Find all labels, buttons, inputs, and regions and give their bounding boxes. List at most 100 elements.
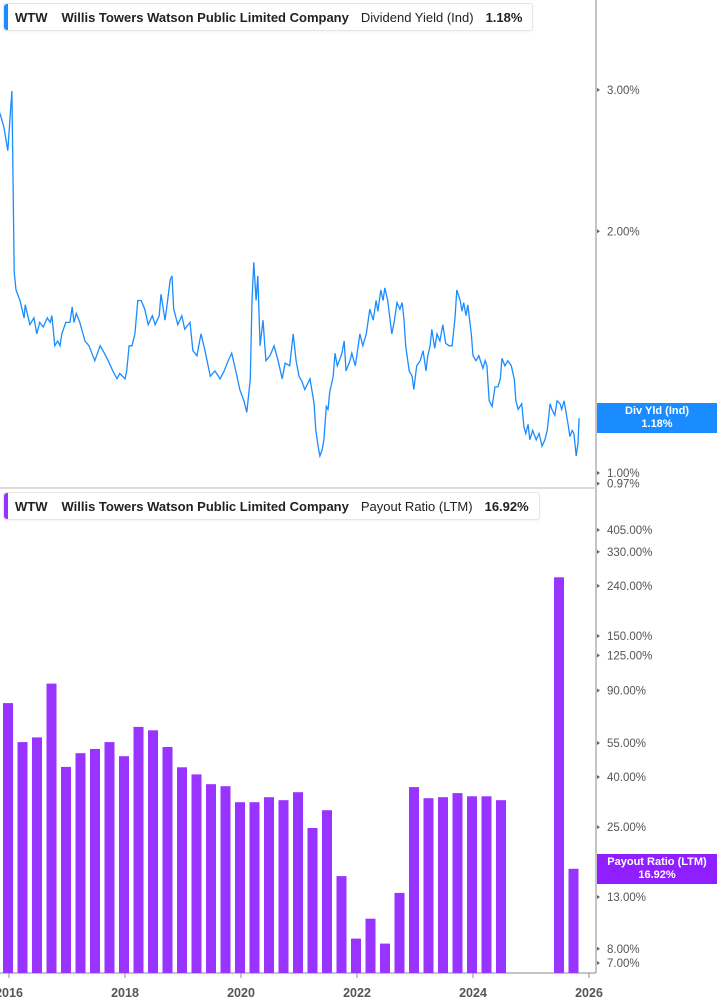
payout-axis-tick-label: 125.00% (607, 650, 652, 662)
tag-value: 1.18% (641, 418, 673, 430)
metric-name: Payout Ratio (LTM) (360, 498, 473, 514)
payout-bar (104, 742, 115, 973)
yield-last-value-tag: Div Yld (Ind) 1.18% (597, 403, 717, 433)
payout-bar (365, 918, 376, 973)
payout-axis-tick-label: 405.00% (607, 525, 652, 537)
payout-bar (177, 767, 187, 973)
payout-axis-tick-mark (597, 894, 600, 899)
x-tick-label: 2018 (111, 986, 139, 1000)
yield-axis-tick-mark (597, 87, 600, 92)
payout-axis-tick-label: 8.00% (607, 944, 640, 956)
yield-axis-tick-label: 3.00% (607, 85, 640, 97)
metric-name: Dividend Yield (Ind) (360, 9, 474, 25)
x-tick-label: 2024 (459, 986, 487, 1000)
series-color-marker (4, 4, 8, 30)
tag-value: 16.92% (638, 869, 676, 881)
payout-axis-tick-label: 150.00% (607, 631, 652, 643)
payout-bar (75, 753, 86, 973)
payout-bar (481, 796, 492, 973)
payout-last-value-tag: Payout Ratio (LTM) 16.92% (597, 854, 717, 884)
payout-bar (452, 793, 463, 973)
payout-axis-tick-mark (597, 775, 600, 780)
payout-bar (423, 798, 434, 973)
tag-series-name: Div Yld (Ind) (625, 405, 689, 417)
yield-axis-tick-label: 0.97% (607, 479, 640, 491)
payout-axis-tick-mark (597, 528, 600, 532)
payout-axis-tick-label: 25.00% (607, 822, 646, 834)
payout-bar (90, 749, 100, 973)
metric-value: 1.18% (485, 9, 523, 25)
company-name: Willis Towers Watson Public Limited Comp… (61, 498, 349, 514)
ticker: WTW (15, 498, 48, 514)
payout-bar (148, 730, 158, 973)
series-color-marker (4, 493, 8, 519)
payout-axis-tick-mark (597, 688, 600, 693)
payout-bar (554, 577, 564, 973)
payout-bar (32, 737, 42, 973)
payout-bar (467, 796, 477, 973)
payout-axis-tick-label: 330.00% (607, 547, 652, 559)
payout-bar (380, 943, 390, 973)
payout-bar (307, 828, 318, 973)
payout-axis-ticks: 405.00% 330.00% 240.00% 150.00% 125.00% 90.00… (597, 525, 652, 970)
dividend-yield-line (0, 90, 580, 459)
payout-axis-tick-mark (597, 825, 600, 830)
payout-bar (438, 797, 448, 973)
payout-bar (191, 774, 202, 973)
metric-value: 16.92% (484, 498, 529, 514)
ticker: WTW (15, 9, 48, 25)
payout-bar (496, 800, 506, 973)
payout-bar (61, 766, 71, 973)
x-tick-label: 2020 (227, 986, 255, 1000)
payout-axis-tick-mark (597, 633, 600, 638)
payout-bar (336, 876, 347, 973)
payout-bar (249, 802, 260, 973)
yield-axis-tick-mark (597, 471, 600, 475)
yield-axis-tick-label: 2.00% (607, 226, 640, 238)
payout-bar (278, 800, 289, 973)
company-name: Willis Towers Watson Public Limited Comp… (61, 9, 349, 25)
tag-series-name: Payout Ratio (LTM) (607, 856, 707, 868)
payout-bar (293, 792, 303, 973)
payout-bar (235, 802, 245, 973)
yield-axis-tick-mark (597, 481, 600, 486)
x-axis-ticks: 2016 2018 2020 2022 2024 2026 (0, 973, 603, 1000)
payout-bar (46, 683, 57, 973)
payout-axis-tick-mark (597, 741, 600, 746)
payout-axis-tick-mark (597, 946, 600, 951)
yield-axis-tick-label: 1.00% (607, 468, 640, 480)
x-tick-label: 2022 (343, 986, 371, 1000)
payout-bar (133, 726, 144, 973)
x-tick-label: 2016 (0, 986, 23, 1000)
top-legend: WTW Willis Towers Watson Public Limited … (3, 3, 534, 31)
bottom-legend: WTW Willis Towers Watson Public Limited … (3, 492, 540, 520)
payout-bar (206, 784, 216, 973)
payout-axis-tick-mark (597, 961, 600, 966)
payout-bar (264, 797, 274, 973)
payout-bar (119, 756, 129, 973)
x-tick-label: 2026 (575, 986, 603, 1000)
payout-bar (322, 810, 332, 973)
payout-axis-tick-label: 90.00% (607, 685, 646, 697)
payout-bar (351, 938, 361, 973)
payout-bar (409, 787, 419, 973)
payout-bar (17, 742, 28, 973)
payout-axis-tick-label: 13.00% (607, 892, 646, 904)
yield-axis-tick-mark (597, 229, 600, 234)
payout-bars (3, 577, 579, 973)
payout-axis-tick-label: 40.00% (607, 772, 646, 784)
yield-axis-ticks: 3.00% 2.00% 1.00%0.97% (597, 85, 640, 491)
payout-axis-tick-label: 240.00% (607, 581, 652, 593)
payout-axis-tick-label: 55.00% (607, 738, 646, 750)
payout-axis-tick-mark (597, 583, 600, 588)
payout-bar (568, 868, 579, 973)
payout-bar (162, 747, 173, 973)
payout-axis-tick-label: 7.00% (607, 958, 640, 970)
payout-bar (3, 703, 13, 973)
payout-bar (220, 786, 231, 973)
payout-axis-tick-mark (597, 549, 600, 554)
payout-axis-tick-mark (597, 653, 600, 658)
payout-bar (394, 892, 405, 973)
